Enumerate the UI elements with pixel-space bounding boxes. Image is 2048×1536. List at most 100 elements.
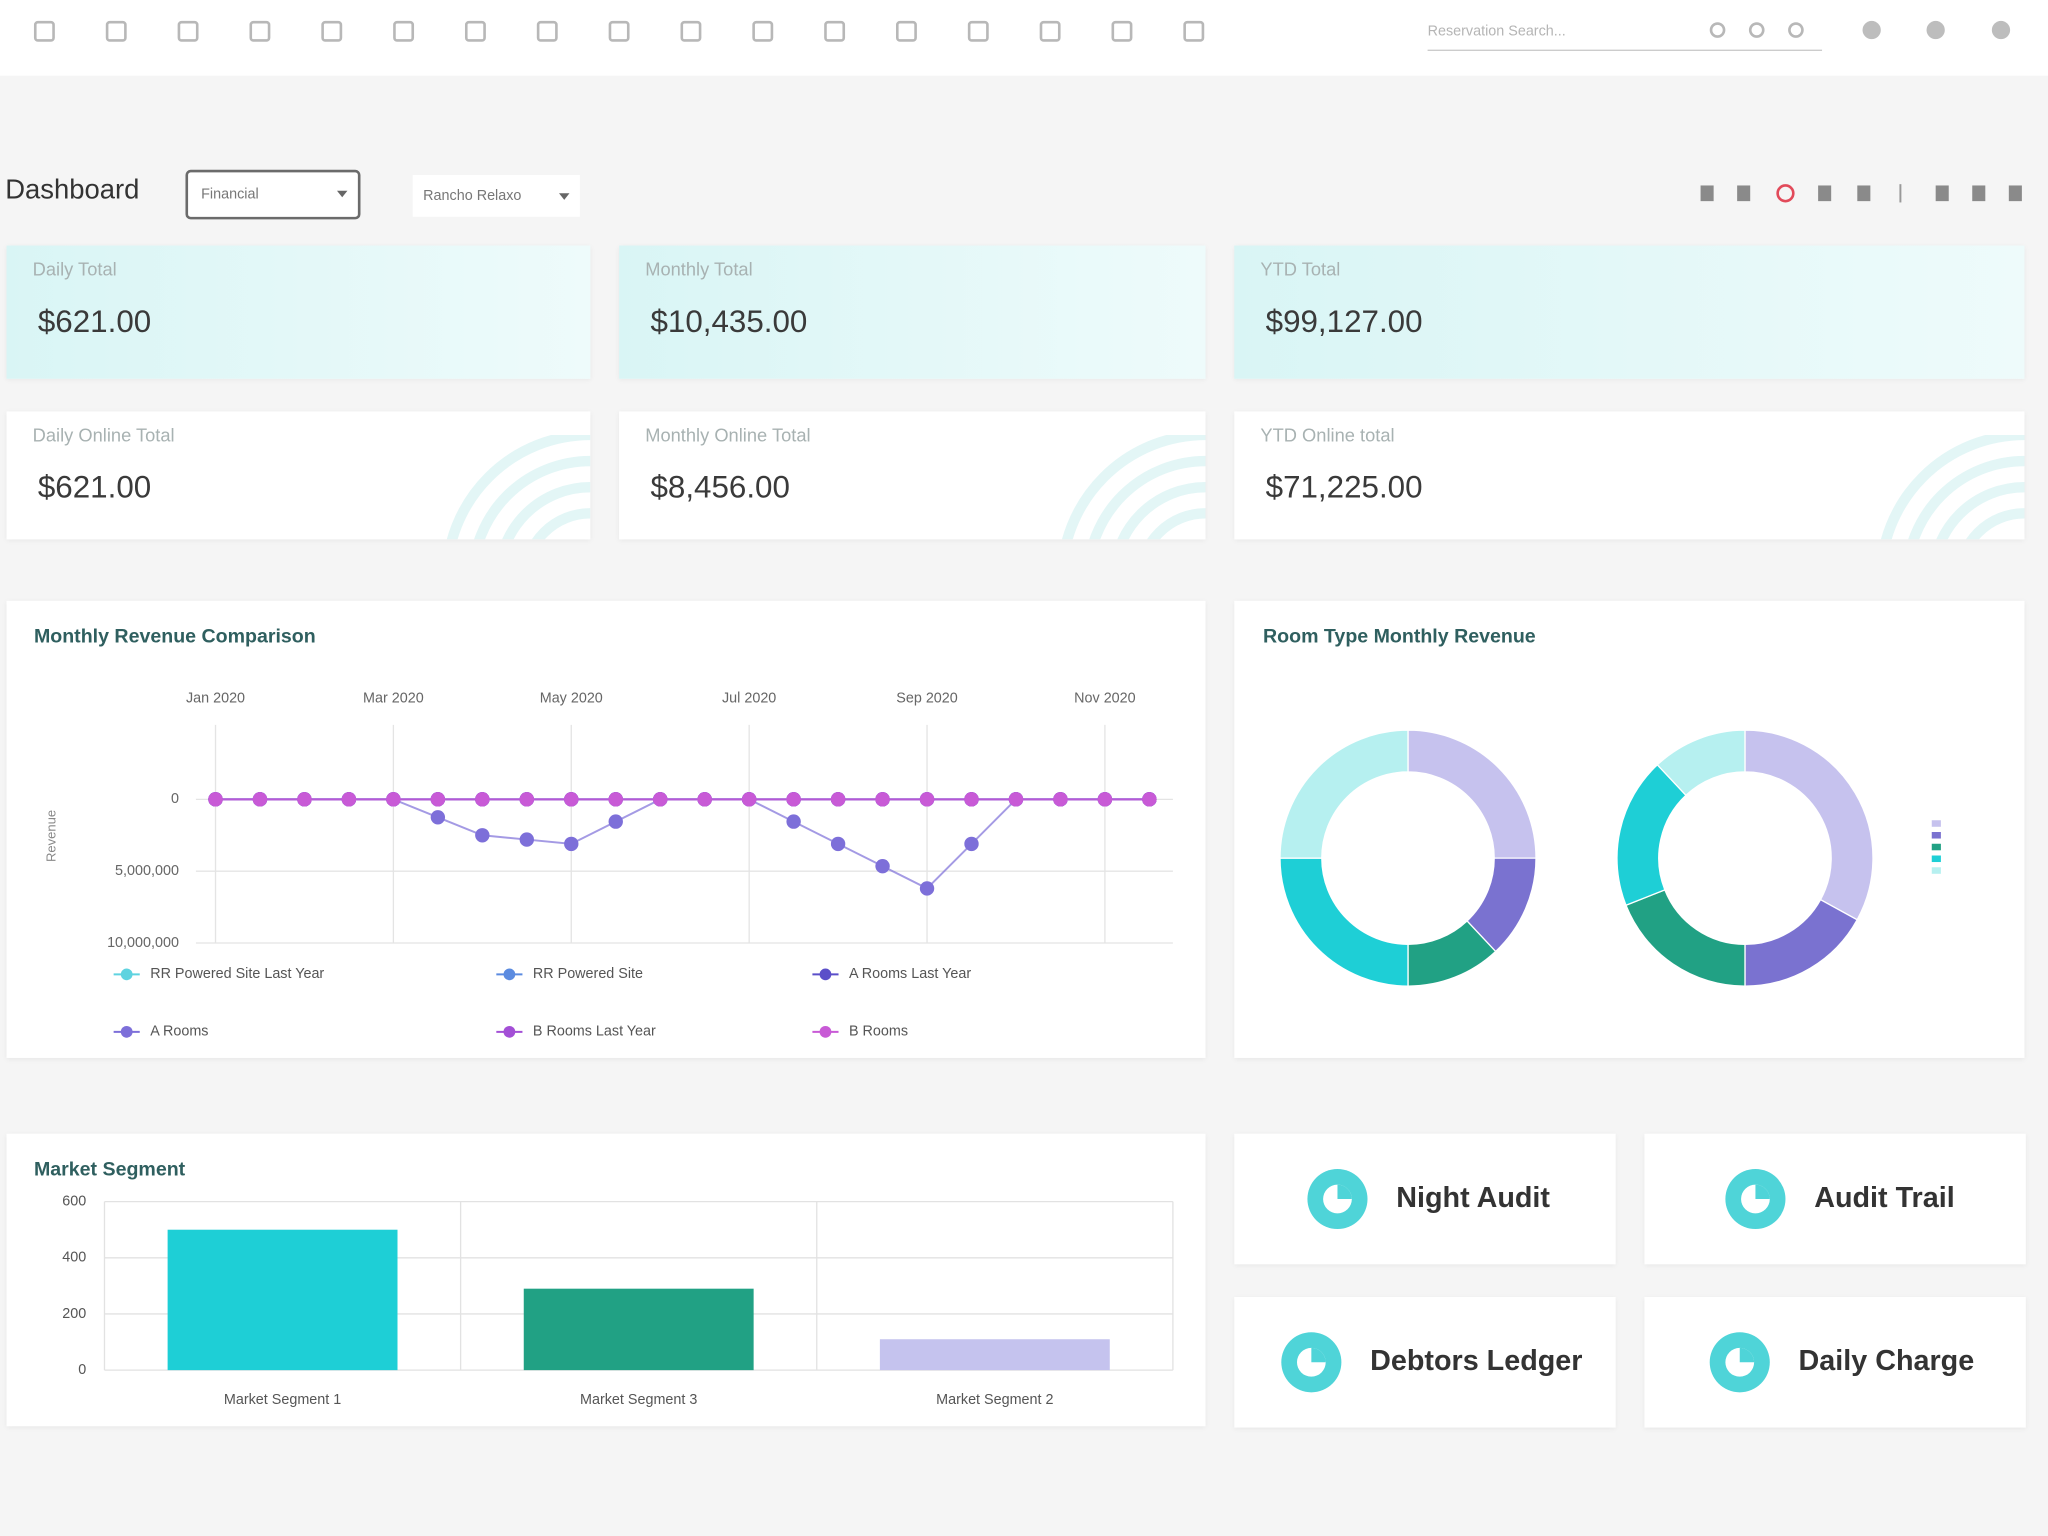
card-decoration (1880, 434, 2025, 540)
property-select[interactable]: Rancho Relaxo (412, 175, 580, 217)
shortcut-card[interactable]: Audit Trail (1644, 1133, 2026, 1265)
data-point (1142, 792, 1157, 807)
shortcut-icon (1307, 1168, 1368, 1230)
data-point (564, 792, 579, 807)
toolbar-icon[interactable] (752, 20, 774, 42)
data-point (919, 792, 935, 807)
data-point (741, 792, 757, 807)
card-value: $99,127.00 (1265, 304, 1423, 340)
card-value: $71,225.00 (1265, 470, 1423, 506)
x-tick-label: Jan 2020 (186, 691, 245, 707)
toolbar-icon[interactable] (33, 20, 55, 42)
legend-label: B Rooms (849, 1024, 908, 1040)
y-tick-label: 5,000,000 (115, 863, 179, 879)
shortcut-card[interactable]: Daily Charge (1644, 1296, 2026, 1428)
data-point (830, 836, 846, 852)
tool-icon (1737, 185, 1751, 202)
legend-marker (819, 968, 832, 981)
card-value: $621.00 (37, 470, 152, 506)
shortcut-icon (1281, 1332, 1342, 1393)
shortcut-icon (1725, 1168, 1786, 1230)
toolbar-icon[interactable] (321, 20, 343, 42)
top-bar (0, 0, 2048, 76)
legend-marker (819, 1025, 832, 1038)
toolbar-icon[interactable] (249, 20, 271, 42)
y-tick-label: 600 (62, 1193, 86, 1209)
data-point (1053, 792, 1068, 807)
decoration-arc (1936, 481, 2025, 540)
donut-segment (1616, 763, 1687, 907)
legend-marker (503, 1025, 516, 1038)
card-label: Daily Total (32, 258, 117, 280)
shortcut-card[interactable]: Debtors Ledger (1234, 1296, 1616, 1428)
line-chart-panel (6, 600, 1206, 1058)
donut-segment (1279, 857, 1409, 987)
bar (523, 1288, 754, 1371)
y-tick-label: 200 (62, 1306, 86, 1322)
data-point (430, 810, 446, 825)
legend-marker (120, 968, 133, 981)
toolbar-icon[interactable] (895, 20, 917, 42)
toolbar-icon[interactable] (967, 20, 989, 42)
data-point (608, 814, 623, 829)
header-icon[interactable] (1862, 20, 1881, 40)
tool-icon (1818, 185, 1832, 202)
data-point (252, 792, 268, 807)
data-point (830, 792, 846, 807)
data-point (519, 832, 534, 847)
toolbar-icon[interactable] (536, 20, 558, 42)
toolbar-icon[interactable] (105, 20, 127, 42)
legend-label: RR Powered Site Last Year (150, 966, 324, 982)
data-point (297, 792, 312, 807)
donut-segment (1279, 729, 1409, 859)
data-point (341, 792, 357, 807)
legend-label: B Rooms Last Year (533, 1024, 656, 1040)
x-tick-label: Market Segment 1 (224, 1392, 341, 1408)
y-axis-label: Revenue (44, 810, 59, 862)
data-point (430, 792, 446, 807)
card-value: $621.00 (37, 304, 152, 340)
report-select[interactable]: Financial (185, 169, 361, 220)
legend-label: RR Powered Site (533, 966, 643, 982)
data-point (519, 792, 534, 807)
data-point (786, 814, 801, 829)
toolbar-icon[interactable] (608, 20, 630, 42)
toolbar-icon[interactable] (177, 20, 199, 42)
search-input[interactable]: Reservation Search... (1427, 16, 1823, 51)
shortcut-icon (1709, 1332, 1770, 1393)
legend-swatch (1931, 820, 1941, 827)
legend-swatch (1931, 855, 1941, 863)
toolbar-icon[interactable] (1111, 20, 1133, 42)
caret (559, 193, 570, 200)
stat-card: YTD Total $99,127.00 (1234, 245, 2025, 379)
stat-card: Daily Total $621.00 (6, 245, 591, 379)
data-point (786, 792, 801, 807)
data-point (208, 792, 223, 807)
header-icon[interactable] (1926, 20, 1945, 40)
toolbar-icon[interactable] (1039, 20, 1061, 42)
shortcut-label: Audit Trail (1814, 1180, 1955, 1214)
data-point (1008, 792, 1024, 807)
card-value: $8,456.00 (650, 470, 790, 506)
shortcut-card[interactable]: Night Audit (1234, 1133, 1616, 1265)
x-tick-label: Market Segment 3 (580, 1392, 697, 1408)
data-point (919, 881, 935, 896)
legend-marker (503, 968, 516, 981)
x-tick-label: Sep 2020 (896, 691, 957, 707)
toolbar-icon[interactable] (1183, 20, 1205, 42)
toolbar-icon[interactable] (464, 20, 486, 42)
toolbar-icon[interactable] (393, 20, 415, 42)
chart-title: Market Segment (34, 1158, 186, 1180)
toolbar-icon[interactable] (680, 20, 702, 42)
data-point (564, 836, 579, 852)
search-icon (1709, 22, 1726, 38)
search-icon (1788, 22, 1804, 38)
shortcut-label: Night Audit (1396, 1180, 1550, 1214)
tool-icon (2008, 185, 2022, 202)
toolbar-icon[interactable] (824, 20, 846, 42)
select-text: Rancho Relaxo (423, 188, 522, 204)
tool-icon (1776, 184, 1795, 203)
data-point (875, 792, 890, 807)
header-icon[interactable] (1991, 20, 2011, 40)
